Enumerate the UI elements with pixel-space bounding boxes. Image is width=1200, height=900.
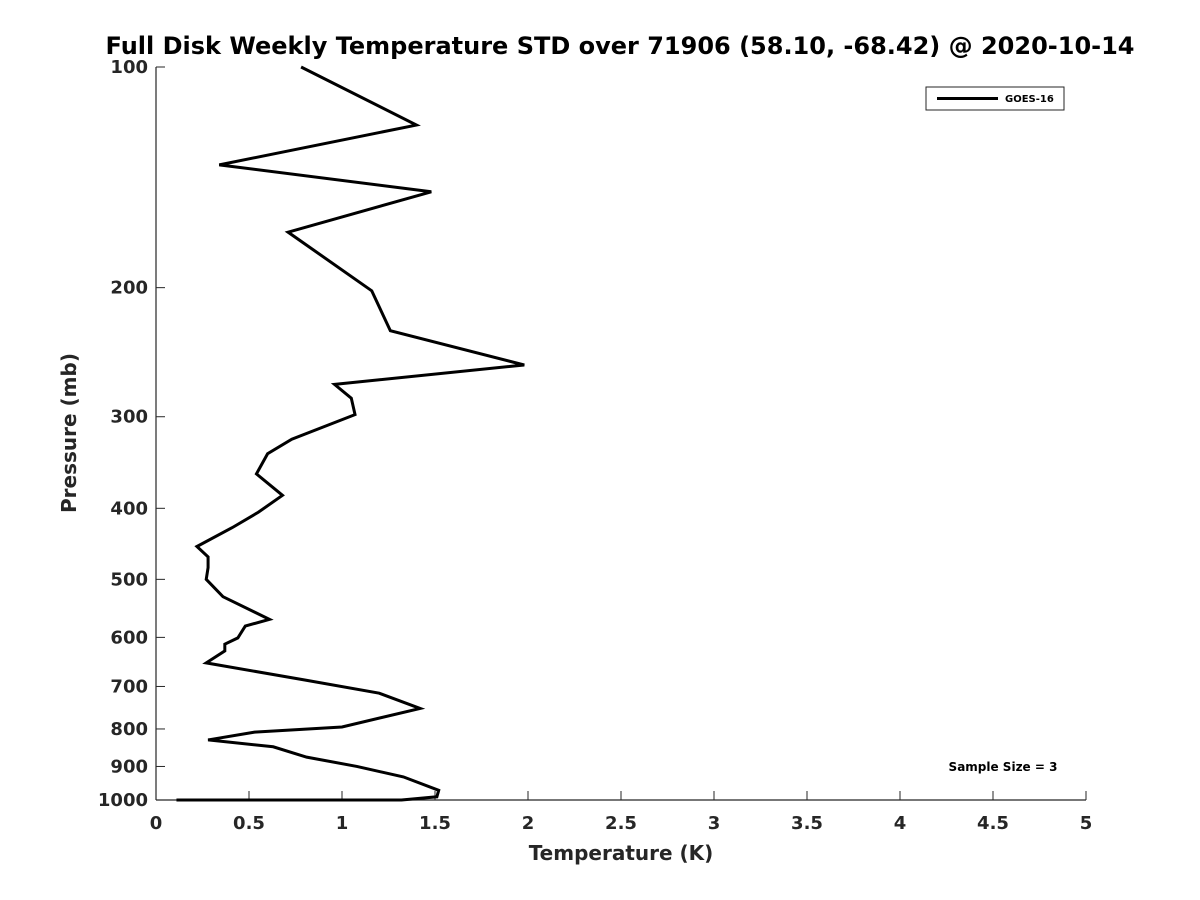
sample-size-annotation: Sample Size = 3 (949, 760, 1058, 774)
x-tick-label: 5 (1080, 813, 1093, 834)
x-tick-label: 0.5 (233, 813, 265, 834)
y-tick-label: 300 (110, 407, 148, 428)
x-tick-label: 4.5 (977, 813, 1009, 834)
x-tick-label: 3.5 (791, 813, 823, 834)
y-tick-label: 700 (110, 676, 148, 697)
y-tick-label: 1000 (98, 790, 148, 811)
axis-ticks: 0 0.5 1 1.5 2 2.5 3 3.5 4 4.5 5 100 200 300 400 500 600 7… (98, 57, 1092, 834)
y-tick-label: 600 (110, 627, 148, 648)
y-tick-label: 800 (110, 719, 148, 740)
y-tick-label: 900 (110, 756, 148, 777)
y-tick-label: 500 (110, 569, 148, 590)
y-axis-label: Pressure (mb) (57, 353, 81, 513)
x-tick-label: 0 (150, 813, 163, 834)
x-tick-label: 1.5 (419, 813, 451, 834)
legend-label: GOES-16 (1005, 94, 1054, 105)
y-tick-label: 400 (110, 498, 148, 519)
x-tick-label: 1 (336, 813, 349, 834)
y-tick-label: 100 (110, 57, 148, 78)
series-lines (176, 65, 525, 802)
chart-title: Full Disk Weekly Temperature STD over 71… (106, 32, 1135, 60)
plot-area (156, 67, 1086, 800)
x-tick-label: 2 (522, 813, 535, 834)
x-tick-label: 3 (708, 813, 721, 834)
legend: GOES-16 (925, 86, 1065, 111)
series-line (176, 65, 525, 802)
x-tick-label: 2.5 (605, 813, 637, 834)
x-axis-label: Temperature (K) (529, 841, 714, 865)
y-tick-label: 200 (110, 278, 148, 299)
x-tick-label: 4 (894, 813, 907, 834)
